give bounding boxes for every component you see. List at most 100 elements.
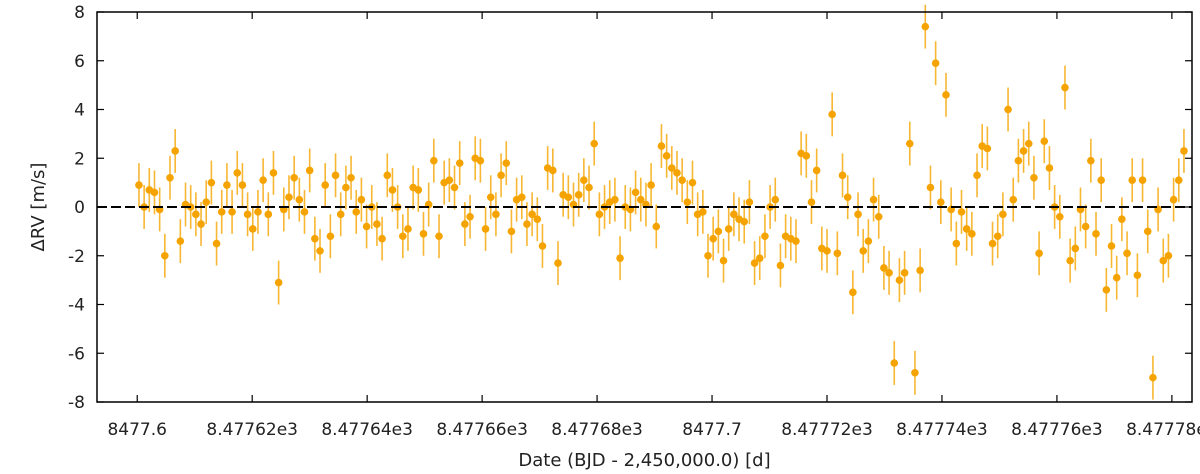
data-point bbox=[1061, 83, 1069, 92]
data-point bbox=[285, 193, 293, 202]
data-point bbox=[1118, 215, 1126, 223]
data-point bbox=[709, 234, 717, 243]
x-tick-label: 8.47768e3 bbox=[551, 420, 643, 440]
data-point bbox=[937, 198, 945, 206]
data-point bbox=[890, 359, 899, 367]
data-point bbox=[455, 159, 464, 167]
data-point bbox=[631, 188, 640, 197]
data-point bbox=[580, 176, 588, 184]
data-point bbox=[321, 181, 329, 189]
data-points bbox=[135, 22, 1188, 382]
data-point bbox=[342, 183, 350, 192]
x-tick-label: 8.47774e3 bbox=[896, 420, 988, 440]
data-point bbox=[1055, 212, 1064, 221]
data-point bbox=[1128, 176, 1137, 184]
data-point bbox=[776, 261, 785, 270]
data-point bbox=[238, 181, 247, 189]
data-point bbox=[1014, 156, 1023, 165]
data-point bbox=[430, 156, 438, 165]
data-point bbox=[802, 152, 811, 160]
data-point bbox=[1009, 195, 1018, 204]
data-point bbox=[1081, 222, 1090, 231]
y-tick-label: 4 bbox=[74, 101, 85, 121]
data-point bbox=[983, 144, 992, 153]
data-point bbox=[719, 256, 728, 265]
data-point bbox=[590, 139, 599, 148]
data-point bbox=[942, 91, 950, 99]
data-point bbox=[812, 166, 821, 175]
data-point bbox=[657, 142, 666, 150]
y-tick-label: -2 bbox=[68, 247, 85, 267]
data-point bbox=[171, 147, 179, 155]
data-point bbox=[652, 222, 661, 231]
data-point bbox=[1019, 147, 1028, 155]
data-point bbox=[807, 198, 816, 206]
y-axis-label: ΔRV [m/s] bbox=[28, 163, 49, 252]
data-point bbox=[517, 193, 526, 202]
data-point bbox=[1035, 249, 1043, 258]
data-point bbox=[207, 178, 216, 187]
data-point bbox=[916, 266, 924, 275]
data-point bbox=[197, 220, 205, 228]
data-point bbox=[1133, 271, 1142, 280]
data-point bbox=[1030, 173, 1038, 182]
y-tick-label: -4 bbox=[68, 296, 85, 316]
data-point bbox=[874, 212, 883, 221]
data-point bbox=[1066, 256, 1074, 265]
data-point bbox=[486, 193, 495, 202]
data-point bbox=[1024, 139, 1033, 148]
data-point bbox=[962, 225, 971, 233]
data-point bbox=[895, 276, 904, 284]
x-tick-label: 8477.6 bbox=[107, 420, 166, 440]
y-tick-label: 0 bbox=[74, 198, 85, 218]
data-point bbox=[336, 210, 345, 219]
data-point bbox=[1040, 137, 1049, 145]
data-point bbox=[497, 171, 505, 180]
data-point bbox=[678, 176, 686, 184]
data-point bbox=[854, 210, 862, 219]
data-point bbox=[683, 198, 692, 206]
x-tick-label: 8.47766e3 bbox=[436, 420, 528, 440]
x-tick-label: 8.47776e3 bbox=[1011, 420, 1103, 440]
data-point bbox=[921, 22, 930, 31]
data-point bbox=[714, 227, 723, 236]
data-point bbox=[745, 198, 754, 206]
data-point bbox=[1174, 176, 1183, 184]
data-point bbox=[135, 181, 143, 189]
data-point bbox=[404, 225, 412, 233]
data-point bbox=[740, 217, 749, 226]
data-point bbox=[1169, 195, 1178, 204]
data-point bbox=[481, 225, 490, 233]
data-point bbox=[1097, 176, 1105, 184]
data-point bbox=[828, 110, 836, 119]
y-tick-label: -6 bbox=[68, 344, 85, 364]
data-point bbox=[419, 230, 428, 238]
data-point bbox=[549, 166, 557, 175]
data-point bbox=[528, 210, 536, 219]
data-point bbox=[1164, 251, 1173, 260]
data-point bbox=[373, 220, 381, 228]
x-tick-label: 8.47772e3 bbox=[781, 420, 873, 440]
data-point bbox=[755, 254, 764, 262]
data-point bbox=[993, 232, 1002, 241]
data-point bbox=[859, 247, 868, 255]
data-point bbox=[398, 232, 407, 241]
data-point bbox=[388, 186, 397, 194]
data-point bbox=[673, 169, 681, 177]
data-point bbox=[616, 254, 624, 262]
data-point bbox=[900, 269, 909, 277]
data-point bbox=[611, 195, 619, 204]
data-point bbox=[311, 234, 319, 243]
data-point bbox=[243, 210, 252, 219]
data-point bbox=[217, 208, 226, 216]
data-point bbox=[326, 232, 335, 241]
data-point bbox=[1045, 164, 1054, 172]
data-point bbox=[202, 198, 211, 206]
data-point bbox=[905, 139, 914, 148]
data-point bbox=[957, 208, 966, 216]
data-point bbox=[704, 251, 712, 260]
data-point bbox=[502, 159, 511, 167]
x-tick-label: 8.47764e3 bbox=[321, 420, 413, 440]
data-point bbox=[988, 239, 997, 248]
